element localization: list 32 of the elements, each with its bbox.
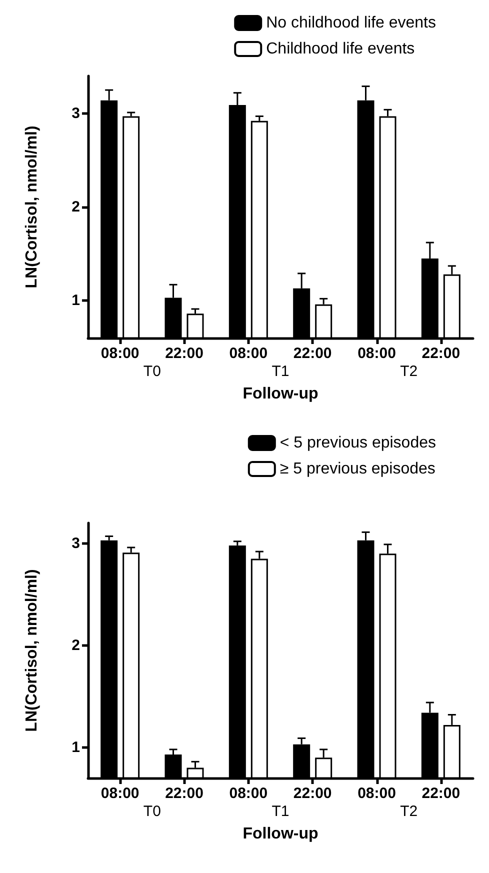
x-tick-label: 22:00	[165, 345, 204, 362]
y-tick-label: 2	[72, 636, 80, 654]
x-tick-label: 22:00	[422, 345, 460, 362]
x-tick-label: 08:00	[100, 345, 140, 362]
y-axis-title: LN(Cortisol, nmol/ml)	[24, 569, 40, 732]
y-tick-label: 1	[72, 738, 80, 756]
y-tick-label: 3	[72, 534, 80, 552]
x-tick-label: 08:00	[358, 785, 396, 802]
y-tick-label: 3	[72, 104, 80, 122]
text: T1	[272, 803, 290, 820]
x-tick-label: 22:00	[165, 785, 204, 802]
y-tick-label: 2	[72, 198, 80, 216]
x-tick-label: 22:00	[293, 345, 332, 362]
legend-label: Childhood life events	[266, 40, 415, 58]
x-tick-label: 08:00	[229, 785, 268, 802]
legend-label: No childhood life events	[266, 14, 436, 32]
x-tick-label: 22:00	[422, 785, 460, 802]
x-tick-label: 08:00	[358, 345, 396, 362]
x-axis-title: Follow-up	[242, 386, 318, 402]
text: T1	[272, 363, 290, 380]
legend-label: ≥ 5 previous episodes	[280, 460, 436, 478]
x-tick-label: 08:00	[229, 345, 268, 362]
text: T0	[143, 803, 161, 820]
x-tick-label: 08:00	[100, 785, 140, 802]
legend-label: < 5 previous episodes	[280, 434, 436, 452]
text: T2	[400, 803, 418, 820]
text: T2	[400, 363, 418, 380]
y-tick-label: 1	[72, 292, 80, 310]
y-axis-title: LN(Cortisol, nmol/ml)	[24, 126, 40, 288]
x-tick-label: 22:00	[293, 785, 332, 802]
x-axis-title: Follow-up	[242, 826, 318, 842]
text: T0	[143, 363, 161, 380]
